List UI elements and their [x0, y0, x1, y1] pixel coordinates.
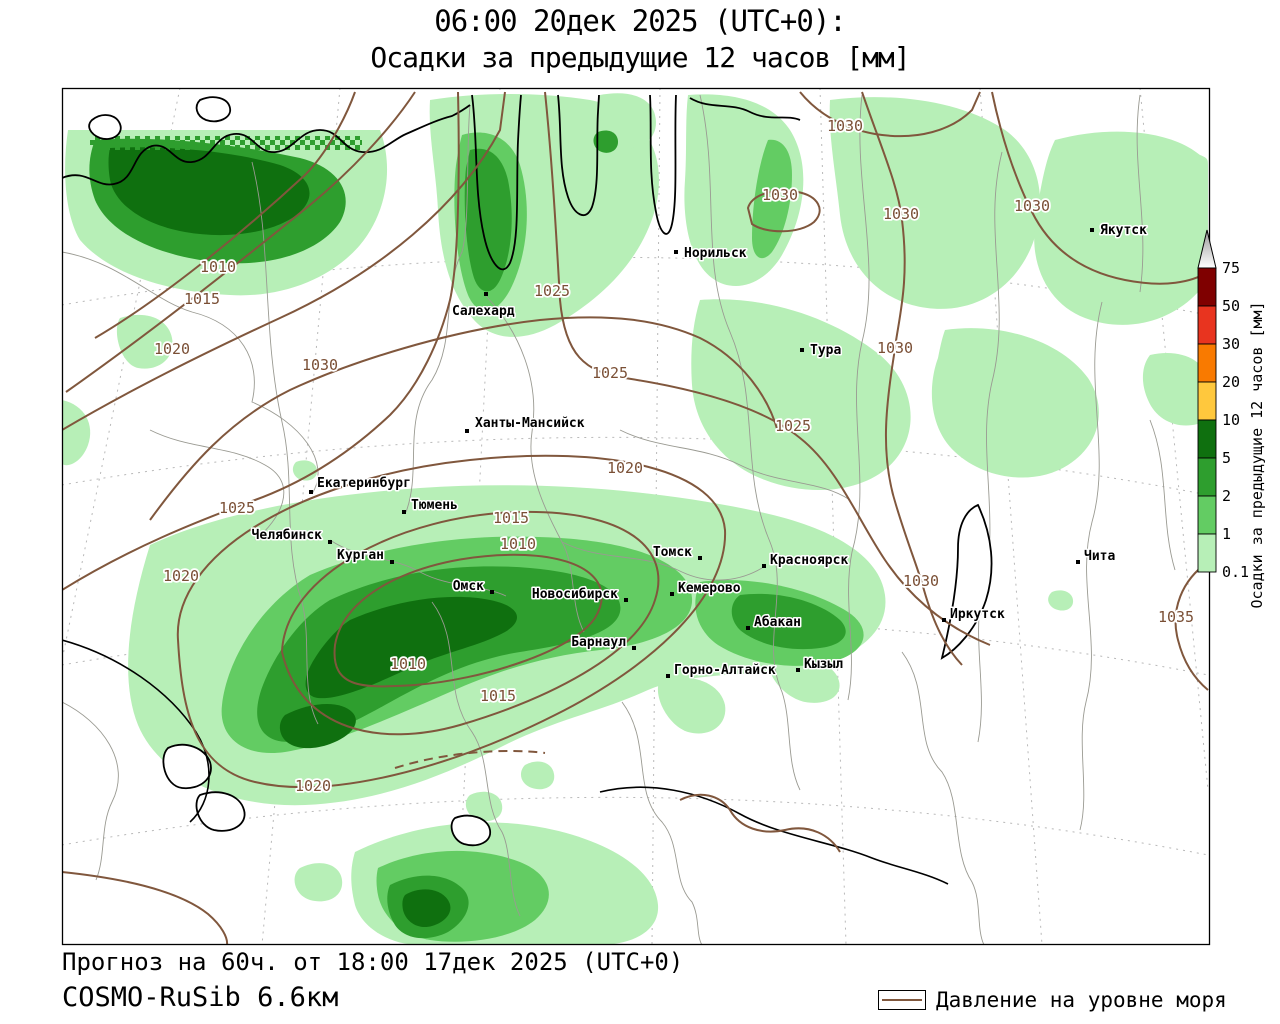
- city-label: Норильск: [684, 246, 747, 261]
- city-marker: [666, 674, 670, 678]
- isobar-value-label: 1025: [592, 364, 628, 382]
- colorbar-segment: [1197, 381, 1217, 421]
- region-boundaries: [62, 94, 1176, 945]
- city-label: Ханты-Мансийск: [475, 416, 585, 431]
- isobar-value-label: 1030: [1014, 197, 1050, 215]
- colorbar-segment: [1197, 267, 1217, 307]
- isobar-value-label: 1015: [480, 687, 516, 705]
- city-label: Иркутск: [950, 607, 1005, 622]
- isobar-value-label: 1020: [607, 459, 643, 477]
- city-label: Тюмень: [411, 498, 458, 513]
- map-title-datetime: 06:00 20дек 2025 (UTC+0):: [434, 4, 847, 38]
- forecast-lead-time: Прогноз на 60ч. от 18:00 17дек 2025 (UTC…: [62, 948, 684, 976]
- precipitation-colorbar: 75 50 30 20 10 5 2 1 0.1: [1197, 229, 1249, 581]
- isobar-value-label: 1025: [534, 282, 570, 300]
- colorbar-segment: [1197, 419, 1217, 459]
- city-label: Красноярск: [770, 553, 848, 568]
- isobar-value-label: 1025: [775, 417, 811, 435]
- colorbar-tick: 2: [1222, 487, 1231, 505]
- colorbar-segment: [1197, 305, 1217, 345]
- isobar-value-label: 1035: [1158, 608, 1194, 626]
- isobar-value-label: 1020: [163, 567, 199, 585]
- city-label: Тура: [810, 343, 841, 358]
- city-marker: [624, 598, 628, 602]
- pressure-legend-label: Давление на уровне моря: [936, 988, 1227, 1012]
- isobar-value-label: 1015: [184, 290, 220, 308]
- isobar-value-label: 1025: [219, 499, 255, 517]
- city-label: Чита: [1084, 549, 1115, 564]
- city-marker: [490, 590, 494, 594]
- isobar-value-label: 1015: [493, 509, 529, 527]
- colorbar-tick: 30: [1222, 335, 1240, 353]
- pressure-line-key: [878, 990, 926, 1010]
- city-marker: [1090, 228, 1094, 232]
- colorbar-tick: 10: [1222, 411, 1240, 429]
- city-marker: [1076, 560, 1080, 564]
- city-label: Новосибирск: [532, 587, 618, 602]
- city-marker: [632, 646, 636, 650]
- isobar-value-label: 1010: [500, 535, 536, 553]
- map-title-parameter: Осадки за предыдущие 12 часов [мм]: [370, 41, 910, 74]
- city-label: Абакан: [754, 615, 801, 630]
- city-markers: Норильск Салехард Тура Якутск Ханты-Мансийск…: [250, 222, 1149, 680]
- city-marker: [390, 560, 394, 564]
- model-boundary-stipple: [90, 136, 362, 150]
- isobar-value-label: 1030: [302, 356, 338, 374]
- city-marker: [328, 540, 332, 544]
- lake-baikal: [940, 503, 993, 660]
- colorbar-segment: [1197, 457, 1217, 497]
- isobar-value-label: 1030: [883, 205, 919, 223]
- isobar-value-label: 1030: [903, 572, 939, 590]
- isobar-labels: 1010 1015 1020 1030 1025 1025 1025 1030 1030 1030…: [152, 115, 1196, 797]
- isobar-value-label: 1020: [295, 777, 331, 795]
- city-marker: [762, 564, 766, 568]
- city-marker: [309, 490, 313, 494]
- city-label: Салехард: [452, 304, 515, 319]
- pressure-line-sample: [882, 999, 922, 1001]
- city-label: Якутск: [1100, 223, 1147, 238]
- colorbar-tick: 50: [1222, 297, 1240, 315]
- isobar-value-label: 1030: [762, 186, 798, 204]
- city-marker: [698, 556, 702, 560]
- colorbar-tick: 75: [1222, 259, 1240, 277]
- colorbar-tick: 5: [1222, 449, 1231, 467]
- colorbar-segment: [1197, 343, 1217, 383]
- colorbar-tick: 1: [1222, 525, 1231, 543]
- city-label: Горно-Алтайск: [674, 663, 776, 678]
- pressure-legend: Давление на уровне моря: [878, 988, 1227, 1012]
- city-label: Курган: [337, 548, 384, 563]
- city-label: Кемерово: [678, 581, 741, 596]
- colorbar-tick: 20: [1222, 373, 1240, 391]
- coastlines: [62, 94, 993, 885]
- colorbar-axis-label: Осадки за предыдущие 12 часов [мм]: [1248, 301, 1266, 608]
- isobar-value-label: 1030: [827, 117, 863, 135]
- city-marker: [402, 510, 406, 514]
- city-marker: [746, 626, 750, 630]
- city-marker: [465, 429, 469, 433]
- isobar-value-label: 1030: [877, 339, 913, 357]
- colorbar-tick: 0.1: [1222, 563, 1249, 581]
- city-label: Омск: [453, 579, 484, 594]
- city-label: Томск: [653, 545, 692, 560]
- isobar-value-label: 1020: [154, 340, 190, 358]
- city-marker: [796, 668, 800, 672]
- isobar-value-label: 1010: [390, 655, 426, 673]
- isobars-sea-level-pressure: [62, 91, 1209, 945]
- city-marker: [674, 250, 678, 254]
- model-name: COSMO-RuSib 6.6км: [62, 982, 339, 1013]
- city-label: Екатеринбург: [317, 476, 411, 491]
- city-marker: [670, 592, 674, 596]
- city-marker: [942, 618, 946, 622]
- precipitation-core-layer: [108, 147, 517, 928]
- city-marker: [800, 348, 804, 352]
- city-label: Барнаул: [571, 635, 626, 650]
- city-marker: [484, 292, 488, 296]
- colorbar-segment: [1197, 495, 1217, 535]
- city-label: Кызыл: [804, 657, 843, 672]
- isobar-value-label: 1010: [200, 258, 236, 276]
- colorbar-segment: [1197, 533, 1217, 573]
- city-label: Челябинск: [252, 528, 323, 543]
